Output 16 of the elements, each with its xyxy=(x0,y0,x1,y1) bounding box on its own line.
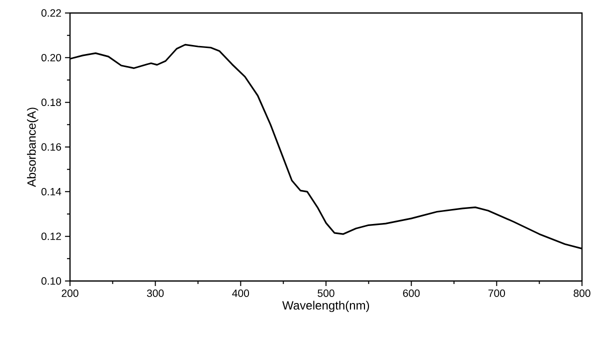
y-tick-label: 0.10 xyxy=(41,277,62,285)
y-tick-label: 0.12 xyxy=(41,232,61,240)
x-axis-title: Wavelength(nm) xyxy=(282,300,370,312)
x-tick-label: 300 xyxy=(146,290,164,297)
x-tick-label: 200 xyxy=(62,290,78,297)
y-tick-label: 0.16 xyxy=(41,143,62,151)
y-tick-label: 0.18 xyxy=(41,98,62,106)
x-tick-label: 500 xyxy=(318,290,334,297)
x-tick-label: 600 xyxy=(403,290,420,297)
y-axis-title: Absorbance(A) xyxy=(27,108,38,187)
x-tick-label: 800 xyxy=(574,290,590,297)
x-tick-label: 700 xyxy=(488,290,506,297)
y-tick-label: 0.14 xyxy=(41,188,62,196)
y-tick-label: 0.20 xyxy=(41,54,62,62)
y-tick-label: 0.22 xyxy=(41,9,61,17)
x-tick-label: 400 xyxy=(232,290,250,297)
